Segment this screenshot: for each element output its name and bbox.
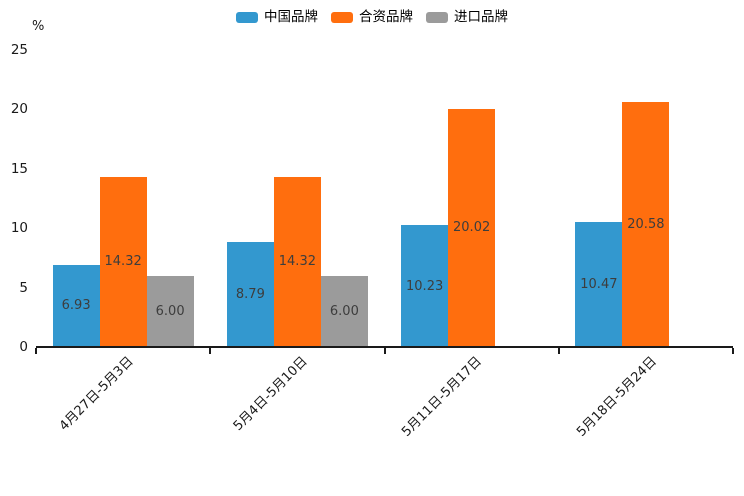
legend-swatch-china-brand-icon: [236, 11, 258, 23]
x-axis-tick: [557, 348, 560, 354]
bar-value-label: 20.02: [453, 220, 491, 236]
bar-进口品牌-1: 6.00: [320, 275, 368, 347]
y-axis-unit-label: %: [32, 19, 45, 34]
bar-value-label: 14.32: [104, 254, 142, 270]
y-tick-label: 0: [19, 339, 28, 355]
y-tick-label: 5: [19, 279, 28, 296]
x-axis-tick: [732, 348, 734, 354]
bar-中国品牌-0: 6.93: [52, 264, 100, 347]
legend-swatch-imported-brand-icon: [426, 11, 448, 23]
x-axis-line: [36, 346, 733, 348]
bar-value-label: 6.00: [329, 303, 359, 319]
x-axis-tick: [209, 348, 212, 354]
legend-item-china-brand: 中国品牌: [236, 7, 318, 27]
bar-value-label: 10.47: [580, 277, 618, 293]
x-category-label: 5月11日-5月17日: [399, 354, 486, 440]
bar-进口品牌-0: 6.00: [146, 275, 194, 347]
bar-中国品牌-3: 10.47: [575, 222, 623, 347]
bar-合资品牌-0: 14.32: [99, 176, 147, 347]
legend: 中国品牌 合资品牌 进口品牌: [0, 7, 744, 27]
y-tick-label: 15: [10, 160, 28, 177]
x-category-label: 4月27日-5月3日: [56, 354, 137, 434]
bar-value-label: 14.32: [278, 254, 316, 270]
legend-swatch-joint-venture-brand-icon: [331, 11, 353, 23]
bar-合资品牌-1: 14.32: [273, 176, 321, 347]
legend-item-joint-venture-brand: 合资品牌: [331, 7, 413, 27]
bar-value-label: 8.79: [235, 287, 265, 303]
bar-value-label: 10.23: [406, 278, 444, 294]
bar-value-label: 20.58: [627, 217, 665, 233]
legend-label: 进口品牌: [454, 9, 508, 25]
legend-item-imported-brand: 进口品牌: [426, 7, 508, 27]
x-axis-tick: [35, 348, 37, 354]
bar-value-label: 6.93: [61, 298, 91, 314]
y-tick-label: 20: [10, 101, 28, 117]
y-tick-label: 10: [10, 220, 28, 236]
bar-中国品牌-1: 8.79: [226, 242, 274, 347]
x-category-label: 5月4日-5月10日: [231, 354, 311, 434]
legend-label: 中国品牌: [264, 9, 318, 25]
y-tick-label: 25: [10, 41, 28, 58]
bar-value-label: 6.00: [155, 303, 185, 319]
legend-label: 合资品牌: [359, 9, 413, 25]
bar-合资品牌-2: 20.02: [448, 108, 496, 347]
x-category-label: 5月18日-5月24日: [573, 354, 660, 440]
bar-合资品牌-3: 20.58: [622, 102, 670, 347]
x-axis-tick: [383, 348, 386, 354]
bar-中国品牌-2: 10.23: [401, 225, 449, 347]
